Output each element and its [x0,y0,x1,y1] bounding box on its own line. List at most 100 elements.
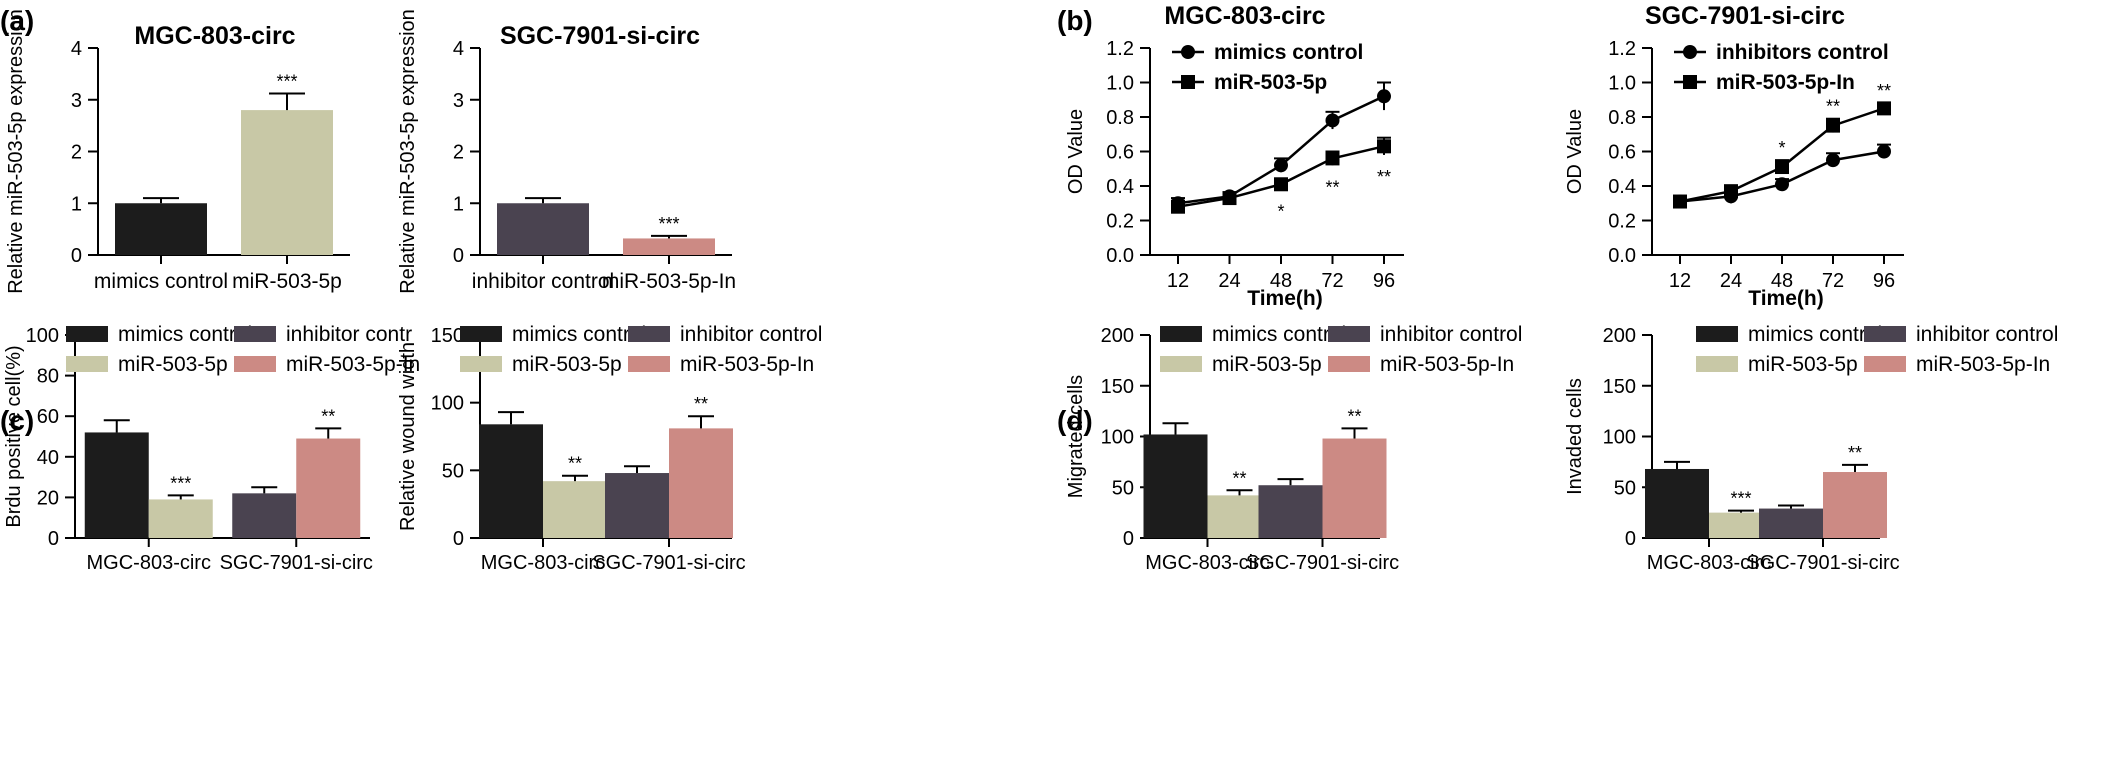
y-tick-label: 0 [48,528,59,550]
x-tick-label: 96 [1873,270,1895,292]
x-axis-title: Time(h) [1247,287,1322,310]
y-axis-title: Relative miR-503-5p expression [397,9,419,294]
bar [1645,468,1709,538]
y-tick-label: 0 [453,245,464,267]
x-tick-label: SGC-7901-si-circ [592,552,745,574]
panel-label-d: (d) [1057,405,1093,436]
legend-marker [1683,45,1697,59]
y-tick-label: 200 [1603,325,1636,347]
y-tick-label: 0.8 [1608,107,1636,129]
significance-label: ** [1377,167,1391,187]
x-tick-label: MGC-803-circ [1647,552,1771,574]
y-tick-label: 0 [1123,528,1134,550]
y-axis-title: OD Value [1564,109,1586,194]
y-tick-label: 50 [442,460,464,482]
y-tick-label: 150 [1101,376,1134,398]
significance-label: ** [321,406,335,426]
chart-0: 0 1 2 3 4 Relative miR-503-5p expression MGC-8… [5,9,350,294]
y-tick-label: 1 [453,193,464,215]
legend-label: miR-503-5p [1748,353,1858,376]
y-tick-label: 0.6 [1106,142,1134,164]
significance-label: * [1778,138,1785,158]
y-axis-title: Migrated cells [1065,375,1087,498]
chart-title: SGC-7901-si-circ [500,22,700,50]
significance-label: ** [1826,97,1840,117]
legend-swatch [628,356,670,372]
legend-label: miR-503-5p-In [680,353,814,376]
panel-label-a: (a) [0,5,34,36]
data-point [1377,139,1391,154]
legend-swatch [628,326,670,342]
y-tick-label: 40 [37,447,59,469]
x-tick-label: mimics control [94,270,228,293]
y-axis-title: Relative miR-503-5p expression [5,9,27,294]
legend-marker [1683,75,1697,89]
y-tick-label: 0.8 [1106,107,1134,129]
bar [1322,438,1387,538]
chart-3: 0.0 0.2 0.4 0.6 0.8 1.0 1.2 OD Value 12 24 48 72 96 T… [1564,2,1904,310]
legend-label: inhibitor control [1380,323,1522,346]
significance-label: ** [1232,468,1246,488]
data-point [1877,144,1891,159]
x-tick-label: 12 [1669,270,1691,292]
x-tick-label: 24 [1218,270,1240,292]
legend-swatch [460,326,502,342]
x-tick-label: SGC-7901-si-circ [1246,552,1399,574]
y-tick-label: 0.2 [1106,211,1134,233]
legend-label: inhibitor contr [286,323,412,346]
data-point [1826,153,1840,168]
legend-swatch [1696,356,1738,372]
bar [115,203,207,255]
panel-label-c: (c) [0,405,34,436]
y-tick-label: 0.0 [1608,245,1636,267]
bar [148,499,213,538]
bar [669,428,733,538]
legend-label: mimics control [1212,323,1346,346]
legend-label: inhibitors control [1716,41,1889,64]
legend-label: inhibitor control [680,323,822,346]
y-tick-label: 1.0 [1608,73,1636,95]
x-tick-label: inhibitor control [472,270,614,293]
legend-label: mimics control [118,323,252,346]
data-point [1826,118,1840,133]
significance-label: * [1277,201,1284,221]
y-tick-label: 1.2 [1106,38,1134,60]
significance-label: *** [170,473,191,493]
y-tick-label: 0.2 [1608,211,1636,233]
legend-swatch [1328,326,1370,342]
data-point [1171,199,1185,214]
y-tick-label: 2 [71,142,82,164]
y-tick-label: 2 [453,142,464,164]
y-tick-label: 150 [431,325,464,347]
y-tick-label: 4 [71,38,82,60]
legend-label: miR-503-5p-In [1916,353,2050,376]
y-axis-title: Invaded cells [1564,378,1586,495]
significance-label: ** [694,394,708,414]
chart-6: 0 50 100 150 200 Migrated cells ** MGC-803-circ… [1065,323,1522,574]
legend-swatch [1864,326,1906,342]
bar [232,493,297,538]
bar [241,110,333,255]
y-tick-label: 100 [431,393,464,415]
legend-swatch [460,356,502,372]
legend-marker [1181,45,1195,59]
significance-label: *** [1730,489,1751,509]
x-tick-label: miR-503-5p [232,270,342,293]
legend-label: miR-503-5p-In [286,353,420,376]
y-tick-label: 100 [26,325,59,347]
x-tick-label: 48 [1270,270,1292,292]
y-tick-label: 4 [453,38,464,60]
legend-swatch [1696,326,1738,342]
bar [479,424,543,538]
x-tick-label: 72 [1822,270,1844,292]
y-tick-label: 0.6 [1608,142,1636,164]
significance-label: ** [568,454,582,474]
x-tick-label: 96 [1373,270,1395,292]
significance-label: ** [1325,177,1339,197]
bar [1759,508,1823,538]
bar [497,203,589,255]
y-tick-label: 0 [1625,528,1636,550]
data-point [1775,160,1789,175]
